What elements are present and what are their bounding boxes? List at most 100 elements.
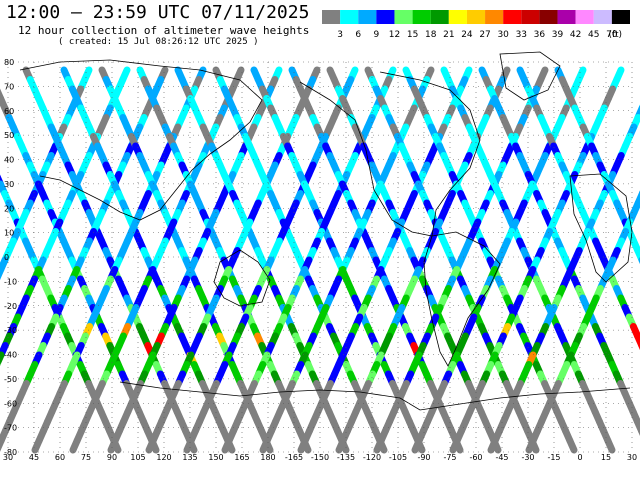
lon-tick-label: -75 [443, 453, 456, 462]
legend-swatch [376, 10, 395, 24]
track-segment [297, 437, 309, 454]
lat-tick-label: 60 [4, 107, 14, 116]
track-segment [335, 437, 347, 454]
legend-swatch [394, 10, 413, 24]
lon-tick-label: 135 [182, 453, 197, 462]
legend-label: 21 [443, 30, 454, 40]
lon-tick-label: -135 [337, 453, 355, 462]
legend-label: 12 [389, 30, 400, 40]
lon-tick-label: 0 [577, 453, 582, 462]
lat-tick-label: 80 [4, 58, 14, 67]
track-segment [411, 437, 423, 454]
lat-tick-label: -40 [4, 351, 17, 360]
track-segment [566, 437, 578, 454]
lat-tick-label: 20 [4, 204, 14, 213]
australia-outline [213, 249, 271, 307]
lon-tick-label: 15 [601, 453, 611, 462]
legend-label: 42 [570, 30, 581, 40]
eurasia-outline [19, 59, 263, 221]
lon-tick-label: 30 [3, 453, 13, 462]
lat-tick-label: -30 [4, 326, 17, 335]
antarctica-coast [119, 381, 631, 411]
legend-label: 15 [407, 30, 418, 40]
lon-tick-label: 165 [234, 453, 249, 462]
lon-tick-label: -30 [521, 453, 534, 462]
lat-tick-label: -50 [4, 375, 17, 384]
track-segment [449, 437, 461, 454]
track-segment [604, 437, 616, 454]
chart-title: 12:00 – 23:59 UTC 07/11/2025 [6, 2, 310, 23]
legend-swatch [593, 10, 612, 24]
lon-tick-label: -45 [495, 453, 508, 462]
lon-tick-label: 75 [81, 453, 91, 462]
legend-label: 70 [606, 30, 618, 40]
north-america-outline [299, 71, 481, 237]
longitude-labels: 30 45 60 75 90 105 120 135 150 165 180 -165 -150 -135… [3, 453, 637, 462]
greenland-outline [499, 51, 561, 101]
legend-swatch [521, 10, 540, 24]
track-segment [0, 437, 5, 452]
lat-tick-label: 70 [4, 82, 14, 91]
lat-tick-label: -20 [4, 302, 17, 311]
lat-tick-label: 30 [4, 180, 14, 189]
track-segment [31, 437, 43, 454]
chart-subtitle: 12 hour collection of altimeter wave hei… [18, 24, 310, 37]
legend-label: 36 [534, 30, 546, 40]
legend-label: 33 [516, 30, 527, 40]
legend-label: 24 [461, 30, 473, 40]
track-segment [0, 266, 5, 280]
legend-swatch [539, 10, 558, 24]
legend-swatch [611, 10, 630, 24]
lon-tick-label: 105 [130, 453, 145, 462]
lon-tick-label: -90 [417, 453, 430, 462]
lat-tick-label: 10 [4, 229, 14, 238]
legend-unit: (ft) [608, 30, 622, 40]
legend-label: 6 [355, 30, 361, 40]
legend-label: 30 [497, 30, 509, 40]
legend-swatch [448, 10, 467, 24]
lat-tick-label: -10 [4, 277, 17, 286]
legend-label: 39 [552, 30, 564, 40]
legend-label: 45 [588, 30, 599, 40]
track-segment [69, 437, 81, 454]
lat-tick-label: 50 [4, 131, 14, 140]
legend-label: 9 [373, 30, 379, 40]
legend-swatch [503, 10, 522, 24]
lon-tick-label: 60 [55, 453, 65, 462]
lon-tick-label: -60 [469, 453, 482, 462]
lon-tick-label: -105 [389, 453, 407, 462]
legend-swatch [485, 10, 504, 24]
lat-tick-label: 40 [4, 156, 14, 165]
legend-swatch [358, 10, 377, 24]
lat-tick-label: -60 [4, 399, 17, 408]
track-segment [145, 437, 157, 454]
south-america-outline [423, 231, 501, 367]
lat-tick-label: 0 [4, 253, 9, 262]
latitude-labels: 80 70 60 50 40 30 20 10 0 -10 -20 -30 -40 -50 -60 -70 -8… [4, 58, 17, 457]
lat-lon-grid [7, 61, 633, 453]
legend-swatch [557, 10, 576, 24]
track-segment [525, 437, 537, 454]
track-segment [487, 437, 499, 454]
track-segment [183, 437, 195, 454]
legend-swatch [322, 10, 341, 24]
legend-label: 18 [425, 30, 437, 40]
legend-swatch [340, 10, 359, 24]
track-segment [107, 437, 119, 454]
lon-tick-label: -150 [311, 453, 329, 462]
lon-tick-label: 120 [156, 453, 171, 462]
track-segment [373, 437, 385, 454]
track-segment [0, 351, 5, 366]
lon-tick-label: 30 [627, 453, 637, 462]
legend-swatch [412, 10, 431, 24]
lon-tick-label: 90 [107, 453, 117, 462]
lon-tick-label: 180 [260, 453, 275, 462]
lon-tick-label: 45 [29, 453, 39, 462]
color-legend: 3 6 9 12 15 18 21 24 27 30 33 36 39 42 45 70(ft) [322, 10, 630, 40]
legend-swatch [430, 10, 449, 24]
lat-tick-label: -80 [4, 448, 17, 457]
satellite-tracks [0, 66, 640, 454]
africa-outline [569, 173, 633, 283]
legend-label: 27 [479, 30, 490, 40]
